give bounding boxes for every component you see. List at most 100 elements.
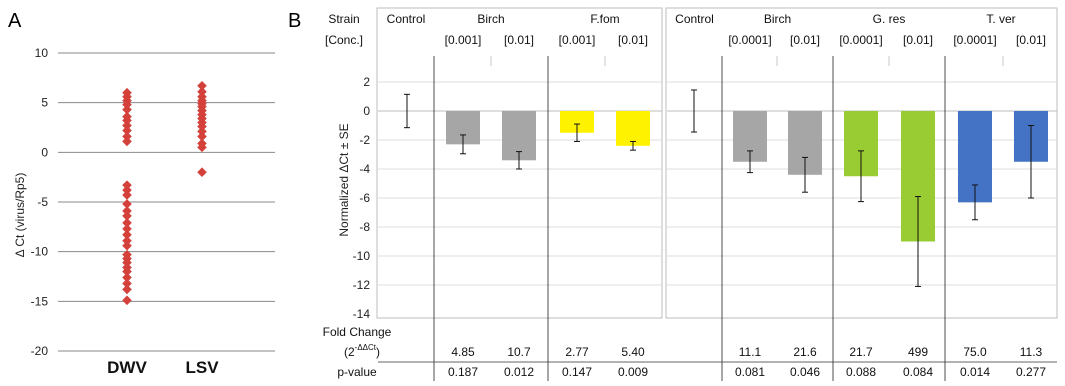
data-point	[122, 257, 132, 268]
data-point	[197, 126, 207, 137]
fold-change-value: 499	[908, 345, 928, 359]
conc-label: [0.01]	[618, 33, 648, 47]
panel-b-bars	[404, 89, 1048, 287]
y-tick-label: -20	[31, 344, 49, 358]
group-header: Control	[675, 12, 714, 26]
data-point	[122, 125, 132, 136]
conc-label: [0.0001]	[728, 33, 771, 47]
conc-label: [0.01]	[504, 33, 534, 47]
data-point	[122, 185, 132, 195]
fold-formula-close: )	[376, 345, 380, 359]
data-point	[197, 131, 207, 142]
fold-change-value: 10.7	[507, 345, 531, 359]
data-point	[122, 115, 132, 126]
conc-label: [0.0001]	[839, 33, 882, 47]
conc-label: [0.01]	[790, 33, 820, 47]
p-value-value: 0.088	[846, 365, 876, 379]
data-point	[122, 199, 132, 209]
data-point	[122, 120, 132, 131]
bar	[560, 111, 594, 133]
fold-change-label: Fold Change	[323, 325, 392, 339]
panel-a-letter: A	[8, 10, 22, 32]
panel-a-y-axis-label: Δ Ct (virus/Rp5)	[13, 173, 27, 258]
y-tick-label: -6	[359, 191, 370, 205]
fold-change-value: 21.7	[849, 345, 873, 359]
data-point	[122, 104, 132, 115]
data-point	[122, 240, 132, 251]
y-tick-label: -12	[353, 278, 371, 292]
fold-change-value: 2.77	[565, 345, 589, 359]
y-tick-label: 2	[363, 75, 370, 89]
data-point	[122, 266, 132, 277]
y-tick-label: -10	[31, 245, 49, 259]
panel-b-table-values: 4.85 0.187 10.7 0.012 2.77 0.147 5.40 0.009 11.1…	[448, 345, 1046, 379]
data-point	[197, 86, 207, 97]
fold-change-value: 11.3	[1020, 345, 1043, 359]
fold-change-value: 4.85	[451, 345, 475, 359]
data-point	[122, 206, 132, 216]
panel-b-y-axis-label: Normalized ΔCt ± SE	[337, 123, 351, 236]
p-value-label: p-value	[337, 365, 377, 379]
left-subpanel-frame	[376, 7, 663, 319]
y-tick-label: -8	[359, 220, 370, 234]
p-value-value: 0.277	[1016, 365, 1046, 379]
y-tick-label: 10	[35, 46, 49, 60]
data-point	[122, 99, 132, 110]
data-point	[122, 229, 132, 240]
conc-label: [0.01]	[903, 33, 933, 47]
fold-change-value: 11.1	[739, 345, 762, 359]
strain-header: Strain	[328, 12, 359, 26]
conc-label: [0.01]	[1016, 33, 1046, 47]
panel-a-x-categories: DWV LSV	[107, 358, 219, 377]
data-point	[122, 136, 132, 147]
bar	[616, 111, 650, 146]
data-point	[122, 218, 132, 228]
data-point	[122, 284, 132, 295]
p-value-value: 0.187	[448, 365, 478, 379]
conc-header: [Conc.]	[325, 33, 363, 47]
fold-formula: (2-ΔΔCt)	[344, 343, 380, 359]
fold-change-value: 21.6	[793, 345, 817, 359]
p-value-value: 0.046	[790, 365, 820, 379]
x-category-label: LSV	[185, 358, 219, 377]
y-tick-label: -14	[353, 307, 371, 321]
p-value-value: 0.012	[504, 365, 534, 379]
panel-a-points	[122, 80, 207, 306]
group-header: Birch	[477, 12, 504, 26]
y-tick-label: -10	[353, 249, 371, 263]
y-tick-label: 0	[363, 104, 370, 118]
data-point	[197, 80, 207, 91]
right-subpanel-frame	[665, 7, 1058, 319]
data-point	[122, 190, 132, 200]
data-point	[122, 278, 132, 289]
data-point	[197, 142, 207, 153]
p-value-value: 0.014	[960, 365, 990, 379]
data-point	[122, 180, 132, 190]
data-point	[122, 295, 132, 306]
data-point	[197, 167, 207, 177]
panel-b-group-separators	[433, 56, 1004, 381]
data-point	[122, 235, 132, 246]
group-header: Birch	[764, 12, 791, 26]
y-tick-label: 5	[41, 96, 48, 110]
panel-a-y-ticks: 10 5 0 -5 -10 -15 -20	[31, 46, 49, 358]
conc-label: [0.001]	[559, 33, 596, 47]
y-tick-label: -15	[31, 294, 49, 308]
x-category-label: DWV	[107, 358, 147, 377]
p-value-value: 0.084	[903, 365, 933, 379]
p-value-value: 0.081	[735, 365, 765, 379]
y-tick-label: 0	[41, 145, 48, 159]
p-value-value: 0.147	[562, 365, 592, 379]
panel-a-gridlines	[58, 52, 275, 352]
y-tick-label: -5	[37, 195, 48, 209]
fold-formula-base: (2	[344, 345, 355, 359]
fold-change-value: 5.40	[621, 345, 645, 359]
y-tick-label: -4	[359, 162, 370, 176]
group-header: F.fom	[590, 12, 619, 26]
fold-change-value: 75.0	[963, 345, 987, 359]
data-point	[122, 211, 132, 221]
data-point	[122, 224, 132, 234]
data-point	[122, 272, 132, 283]
y-tick-label: -2	[359, 133, 370, 147]
